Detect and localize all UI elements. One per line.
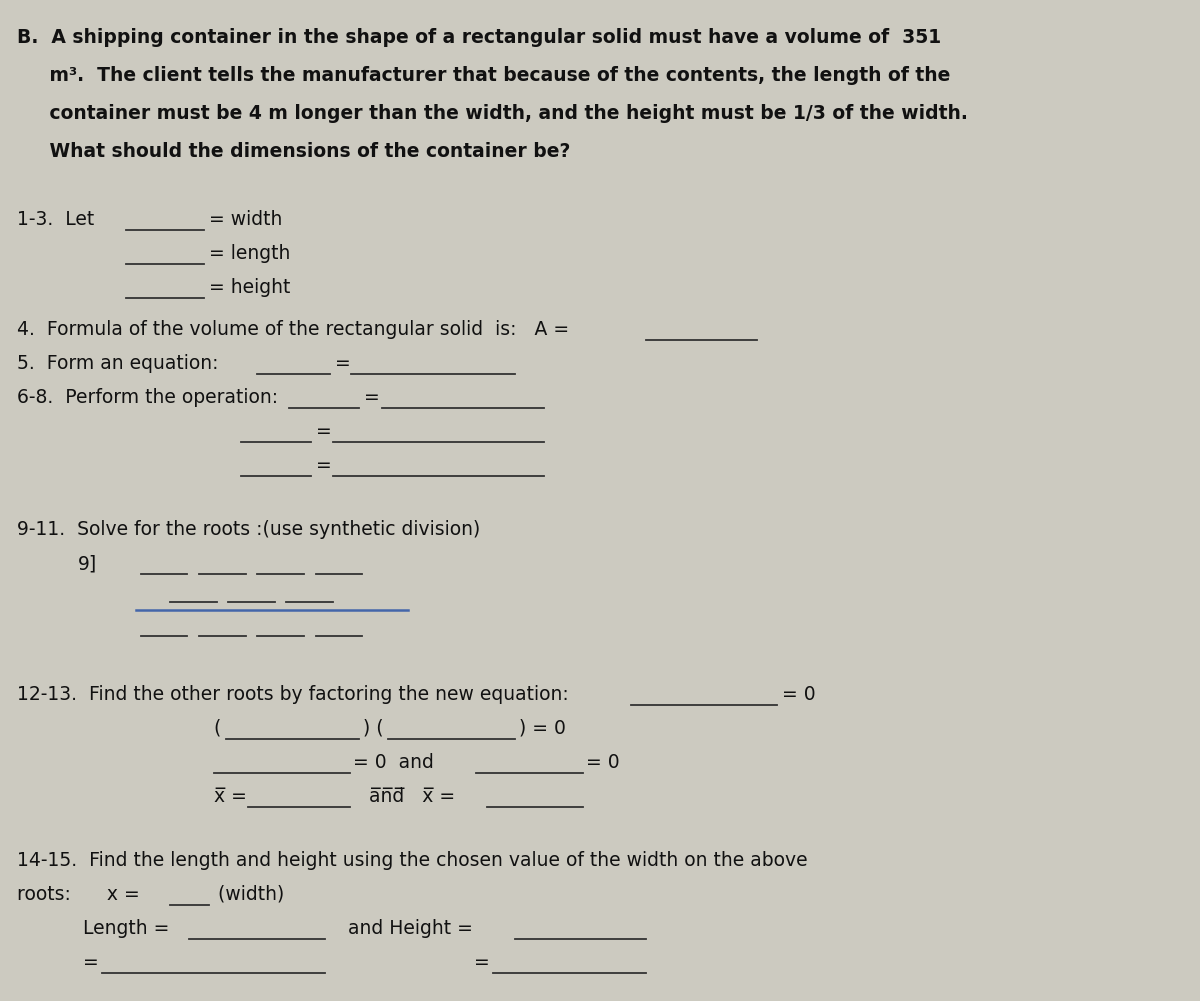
- Text: and Height =: and Height =: [330, 919, 479, 938]
- Text: = height: = height: [209, 278, 290, 297]
- Text: (: (: [214, 719, 221, 738]
- Text: ) (: ) (: [364, 719, 384, 738]
- Text: B.  A shipping container in the shape of a rectangular solid must have a volume : B. A shipping container in the shape of …: [18, 28, 942, 47]
- Text: =: =: [316, 456, 331, 475]
- Text: 1-3.  Let: 1-3. Let: [18, 210, 95, 229]
- Text: m³.  The client tells the manufacturer that because of the contents, the length : m³. The client tells the manufacturer th…: [18, 66, 950, 85]
- Text: Length =: Length =: [83, 919, 175, 938]
- Text: =: =: [474, 953, 490, 972]
- Text: = 0: = 0: [781, 685, 815, 704]
- Text: 9-11.  Solve for the roots :(use synthetic division): 9-11. Solve for the roots :(use syntheti…: [18, 520, 481, 539]
- Text: 14-15.  Find the length and height using the chosen value of the width on the ab: 14-15. Find the length and height using …: [18, 851, 808, 870]
- Text: What should the dimensions of the container be?: What should the dimensions of the contai…: [18, 142, 571, 161]
- Text: 12-13.  Find the other roots by factoring the new equation:: 12-13. Find the other roots by factoring…: [18, 685, 569, 704]
- Text: roots:      x =: roots: x =: [18, 885, 146, 904]
- Text: = 0: = 0: [587, 753, 620, 772]
- Text: ) = 0: ) = 0: [518, 719, 565, 738]
- Text: = length: = length: [209, 244, 290, 263]
- Text: 6-8.  Perform the operation:: 6-8. Perform the operation:: [18, 388, 278, 407]
- Text: =: =: [335, 354, 350, 373]
- Text: =: =: [83, 953, 98, 972]
- Text: = width: = width: [209, 210, 282, 229]
- Text: =: =: [316, 422, 331, 441]
- Text: =: =: [364, 388, 380, 407]
- Text: container must be 4 m longer than the width, and the height must be 1/3 of the w: container must be 4 m longer than the wi…: [18, 104, 968, 123]
- Text: 9]: 9]: [78, 554, 97, 573]
- Text: (width): (width): [211, 885, 284, 904]
- Text: = 0  and: = 0 and: [354, 753, 434, 772]
- Text: a̅n̅d̅   x̅ =: a̅n̅d̅ x̅ =: [358, 787, 456, 806]
- Text: x̅ =: x̅ =: [214, 787, 246, 806]
- Text: 4.  Formula of the volume of the rectangular solid  is:   A =: 4. Formula of the volume of the rectangu…: [18, 320, 576, 339]
- Text: 5.  Form an equation:: 5. Form an equation:: [18, 354, 218, 373]
